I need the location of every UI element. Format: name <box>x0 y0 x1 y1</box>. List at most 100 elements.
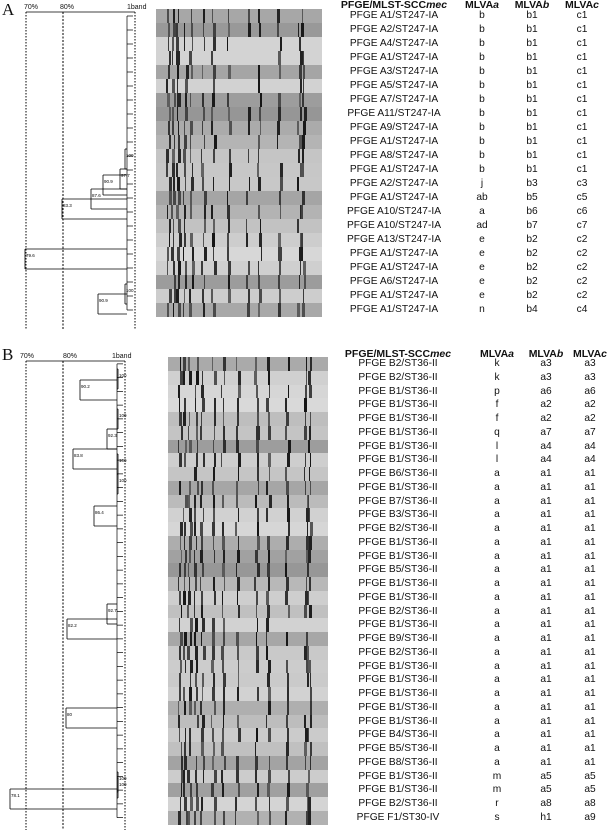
gel-band <box>192 163 194 177</box>
strain-name: PFGE A7/ST247-IA <box>349 94 439 105</box>
gel-band <box>178 149 181 163</box>
gel-lane <box>156 121 322 135</box>
gel-band <box>213 467 216 481</box>
gel-band <box>299 261 301 275</box>
gel-band <box>305 370 308 385</box>
gel-lane <box>156 37 322 51</box>
gel-band <box>255 590 258 605</box>
gel-band <box>173 93 177 107</box>
gel-band <box>259 23 261 37</box>
gel-band <box>193 549 196 564</box>
mlva-c-value: c7 <box>576 220 588 231</box>
gel-band <box>267 783 270 797</box>
gel-band <box>278 93 282 107</box>
gel-band <box>297 219 299 233</box>
gel-band <box>221 590 224 605</box>
mlva-c-value: c1 <box>576 136 588 147</box>
gel-band <box>303 121 306 135</box>
strain-name: PFGE A3/ST247-IA <box>349 66 439 77</box>
gel-band <box>202 687 204 701</box>
gel-band <box>267 577 270 591</box>
strain-name: PFGE A8/ST247-IA <box>349 150 439 161</box>
gel-lane <box>156 163 322 177</box>
gel-band <box>167 9 170 23</box>
mlva-c-value: a1 <box>584 633 596 644</box>
gel-band <box>172 219 175 233</box>
gel-band <box>195 769 197 784</box>
gel-band <box>212 687 216 701</box>
mlva-c-value: a1 <box>584 509 596 521</box>
mlva-b-value: a1 <box>540 578 552 589</box>
gel-band <box>178 810 181 825</box>
gel-band <box>166 163 168 177</box>
gel-band <box>188 535 192 550</box>
gel-band <box>260 121 262 135</box>
gel-band <box>177 121 180 135</box>
gel-band <box>177 384 181 399</box>
gel-band <box>277 121 280 135</box>
gel-band <box>214 700 216 715</box>
gel-band <box>310 357 313 371</box>
gel-lane <box>156 65 322 79</box>
gel-lane <box>168 755 328 770</box>
mlva-b-value: h1 <box>540 811 552 823</box>
gel-band <box>173 303 175 317</box>
gel-band <box>178 728 181 742</box>
gel-band <box>196 783 199 797</box>
gel-band <box>196 797 200 811</box>
gel-band <box>177 275 180 289</box>
gel-lane <box>168 783 328 797</box>
gel-band <box>308 508 311 522</box>
gel-lane <box>156 261 322 275</box>
gel-band <box>266 632 268 646</box>
gel-band <box>189 205 193 219</box>
gel-lane <box>156 177 322 191</box>
mlva-c-value: a1 <box>584 591 596 603</box>
gel-band <box>167 65 171 79</box>
dendrogram: 100 90.2 100 92.3 100 83.8 100 86.4 92.7 82.2 80 10… <box>9 360 127 830</box>
gel-band <box>277 23 279 37</box>
gel-band <box>257 65 260 79</box>
gel-band <box>299 93 302 107</box>
gel-band <box>277 135 279 149</box>
gel-lane <box>156 275 322 289</box>
header-text: MLVA <box>564 0 594 11</box>
gel-lane <box>168 522 328 536</box>
gel-band <box>256 508 259 522</box>
node-label: 82.2 <box>68 623 77 628</box>
gel-band <box>223 673 226 687</box>
mlva-c-value: a1 <box>584 468 596 479</box>
mlva-a-value: a <box>494 701 500 713</box>
gel-band <box>189 577 191 591</box>
gel-band <box>179 357 181 371</box>
gel-band <box>213 261 217 275</box>
gel-band <box>297 23 300 37</box>
gel-lane <box>168 714 328 729</box>
gel-band <box>190 522 193 536</box>
gel-band <box>177 65 179 79</box>
gel-band <box>306 522 309 536</box>
gel-band <box>247 149 250 163</box>
gel-band <box>268 384 270 399</box>
node-label: 100 <box>119 776 127 781</box>
gel-band <box>255 755 258 770</box>
gel-band <box>285 467 288 481</box>
gel-band <box>212 149 216 163</box>
gel-band <box>310 742 313 756</box>
gel-band <box>212 645 215 660</box>
gel-band <box>300 205 304 219</box>
mlva-b-value: b2 <box>526 234 538 245</box>
gel-band <box>266 618 269 632</box>
gel-band <box>223 755 226 770</box>
gel-band <box>203 219 206 233</box>
gel-band <box>202 177 205 191</box>
gel-band <box>183 37 186 51</box>
gel-band <box>202 453 206 467</box>
gel-band <box>256 563 260 577</box>
gel-lane <box>168 439 328 454</box>
gel-band <box>301 9 303 23</box>
gel-band <box>168 191 172 205</box>
gel-band <box>228 261 232 275</box>
mlva-a-value: e <box>479 234 485 245</box>
mlva-b-value: a1 <box>540 536 552 548</box>
